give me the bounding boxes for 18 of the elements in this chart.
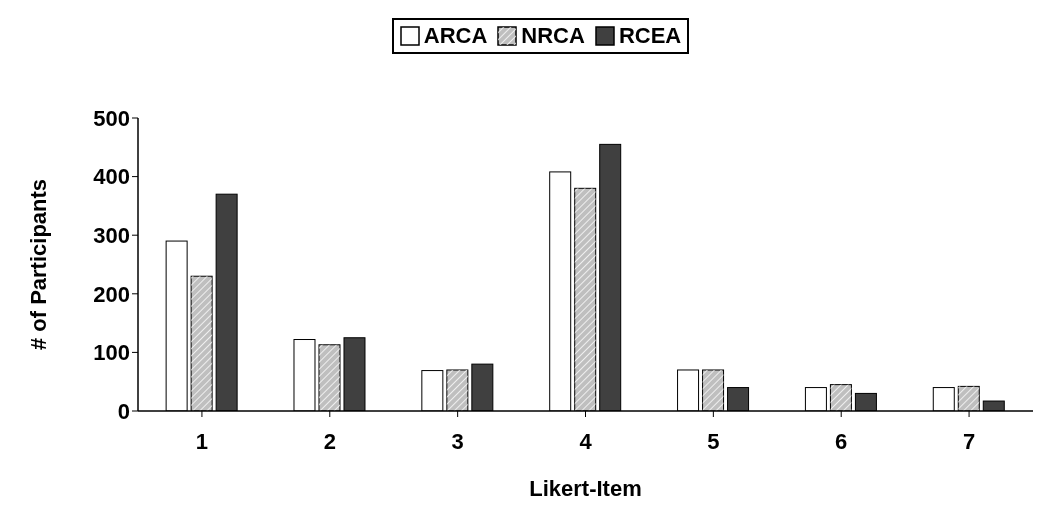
x-axis-title: Likert-Item [529, 476, 642, 501]
x-tick-label: 3 [451, 428, 464, 454]
legend-label: RCEA [618, 23, 682, 49]
y-tick-label: 300 [93, 223, 130, 249]
x-tick-label: 6 [835, 428, 848, 454]
x-tick-label: 2 [323, 428, 336, 454]
legend-label: NRCA [521, 23, 585, 49]
legend-label: ARCA [423, 23, 488, 49]
y-tick-label: 100 [93, 340, 130, 366]
y-axis-title: # of Participants [25, 178, 51, 351]
y-tick-label: 400 [93, 164, 130, 190]
x-tick-label: 1 [195, 428, 209, 454]
x-tick-label: 4 [579, 428, 593, 454]
y-tick-label: 0 [117, 398, 130, 424]
x-tick-label: 7 [962, 428, 976, 454]
y-tick-label: 200 [93, 281, 130, 307]
y-tick-label: 500 [93, 105, 130, 131]
x-tick-label: 5 [707, 428, 720, 454]
